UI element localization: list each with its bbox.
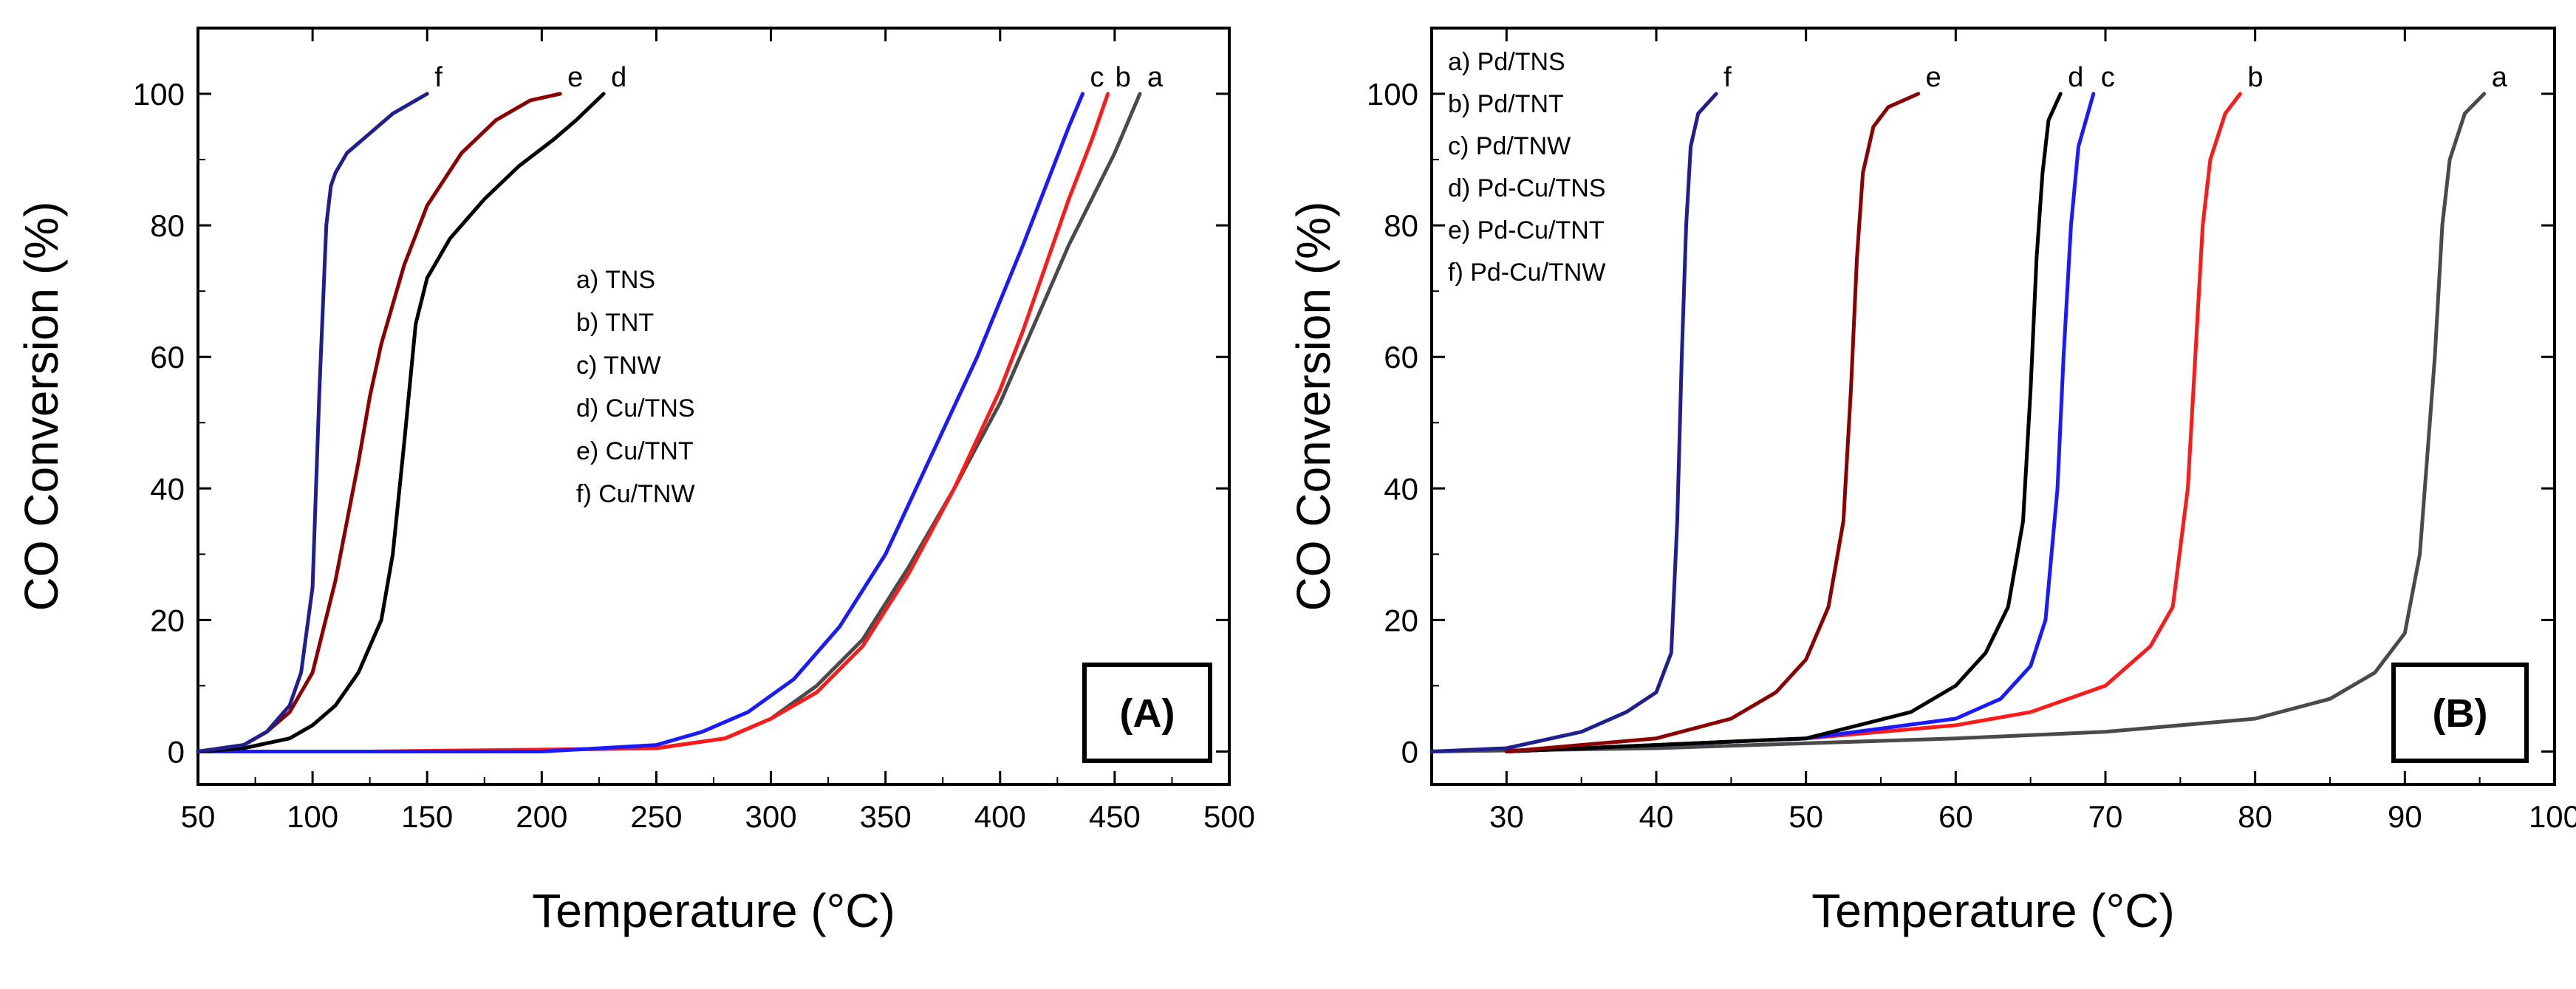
legend-entry: e) Cu/TNT (576, 437, 694, 465)
y-tick-label: 40 (150, 471, 185, 506)
y-tick-label: 20 (1384, 603, 1418, 637)
x-tick-label: 50 (181, 799, 216, 834)
curve-label-c: c (2101, 62, 2115, 93)
panel-b: 30 40 50 60 70 80 90 100 0 20 40 60 80 100 CO Conversi… (1287, 27, 2576, 937)
legend-entry: c) Pd/TNW (1448, 132, 1571, 160)
curve-label-a: a (2492, 62, 2508, 93)
x-tick-label: 350 (860, 799, 912, 834)
y-tick-label: 0 (1401, 734, 1418, 769)
x-tick-label: 40 (1639, 799, 1674, 834)
x-tick-label: 80 (2238, 799, 2272, 834)
y-tick-label: 40 (1384, 471, 1418, 506)
y-tick-label: 60 (1384, 340, 1418, 374)
curve-label-b: b (1116, 62, 1131, 93)
panel-label: (B) (2433, 691, 2488, 736)
y-tick-label: 20 (150, 603, 185, 637)
y-tick-label: 60 (150, 340, 185, 374)
curve-label-d: d (611, 62, 626, 93)
x-axis-title-unit: (°C) (810, 884, 895, 937)
x-tick-label: 250 (630, 799, 682, 834)
plot-frame (1430, 27, 2556, 786)
y-tick-label: 100 (1367, 77, 1418, 112)
curve-label-b: b (2247, 62, 2263, 93)
y-tick-label: 80 (150, 208, 185, 243)
legend-entry: f) Cu/TNW (576, 480, 695, 508)
x-axis-title-unit: (°C) (2090, 884, 2174, 937)
legend-entry: d) Cu/TNS (576, 394, 695, 422)
x-tick-label: 300 (745, 799, 797, 834)
x-axis-title-text: Temperature (532, 884, 810, 937)
x-axis-title: Temperature (°C) (532, 884, 895, 937)
plot-frame (197, 27, 1231, 786)
legend-entry: a) TNS (576, 266, 655, 294)
curve-label-d: d (2068, 62, 2083, 93)
y-tick-label: 0 (168, 734, 185, 769)
curve-label-f: f (1723, 62, 1732, 93)
series-line-d (196, 92, 606, 753)
series-line-c (196, 92, 1084, 753)
series-line-a (1429, 92, 2487, 753)
curve-label-e: e (1926, 62, 1941, 93)
legend-entry: b) TNT (576, 309, 654, 337)
curve-label-c: c (1090, 62, 1104, 93)
series-line-e (1504, 92, 1921, 753)
y-axis-title: CO Conversion (%) (1287, 202, 1340, 612)
legend-entry: d) Pd-Cu/TNS (1448, 174, 1606, 202)
panel-label-box (1082, 663, 1212, 763)
x-tick-label: 30 (1489, 799, 1524, 834)
panel-label: (A) (1120, 691, 1175, 736)
x-tick-label: 90 (2388, 799, 2422, 834)
series-line-b (368, 92, 1110, 753)
legend-entry: e) Pd-Cu/TNT (1448, 216, 1605, 244)
x-tick-label: 100 (287, 799, 338, 834)
legend: a) Pd/TNS b) Pd/TNT c) Pd/TNW d) Pd-Cu/TNS e… (1448, 48, 1606, 287)
x-axis-title: Temperature (°C) (1811, 884, 2175, 937)
curve-label-a: a (1147, 62, 1164, 93)
y-tick-label: 80 (1384, 208, 1418, 243)
x-tick-label: 500 (1203, 799, 1255, 834)
x-axis-title-text: Temperature (1811, 884, 2090, 937)
x-tick-label: 400 (974, 799, 1026, 834)
y-axis-title: CO Conversion (%) (15, 202, 68, 612)
legend-entry: c) TNW (576, 352, 661, 380)
series-line-f (196, 92, 429, 753)
series-line-e (196, 92, 562, 753)
series-line-a (196, 92, 1142, 753)
series-line-c (1504, 92, 2096, 753)
x-tick-label: 70 (2088, 799, 2123, 834)
x-tick-label: 200 (516, 799, 567, 834)
legend: a) TNS b) TNT c) TNW d) Cu/TNS e) Cu/TNT f) C… (576, 266, 695, 508)
legend-entry: b) Pd/TNT (1448, 90, 1564, 118)
panel-a: 50 100 150 200 250 300 350 400 450 500 0 20 40 60 80 10… (15, 27, 1255, 937)
panel-label-box (2391, 663, 2529, 763)
legend-entry: a) Pd/TNS (1448, 48, 1565, 76)
x-tick-label: 150 (401, 799, 453, 834)
series-line-f (1429, 92, 1718, 753)
x-tick-label: 450 (1089, 799, 1141, 834)
curve-label-f: f (434, 62, 443, 93)
x-tick-label: 60 (1938, 799, 1973, 834)
legend-entry: f) Pd-Cu/TNW (1448, 259, 1605, 287)
series-line-d (1504, 92, 2063, 753)
series-line-b (1504, 92, 2242, 753)
x-tick-label: 100 (2529, 799, 2576, 834)
curve-label-e: e (567, 62, 583, 93)
x-tick-label: 50 (1788, 799, 1823, 834)
y-tick-label: 100 (133, 77, 185, 112)
